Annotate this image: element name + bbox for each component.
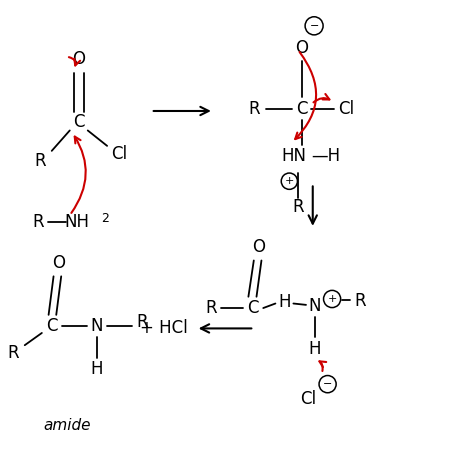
Text: R: R [8,344,19,362]
Text: R: R [292,198,304,217]
Text: +: + [285,176,294,186]
Text: C: C [73,113,85,131]
Text: H: H [90,360,103,378]
Text: N: N [309,297,321,315]
Text: +: + [328,294,337,304]
Text: O: O [52,254,65,272]
Text: R: R [136,313,148,331]
Text: + HCl: + HCl [140,319,188,337]
Text: HN: HN [281,147,306,165]
Text: C: C [46,317,58,335]
Text: 2: 2 [101,212,109,225]
Text: R: R [35,152,46,170]
Text: C: C [247,299,259,317]
Text: R: R [206,299,217,317]
Text: R: R [248,100,260,118]
Text: −: − [323,379,332,389]
Text: Cl: Cl [300,390,316,408]
Text: H: H [309,340,321,358]
Text: amide: amide [44,418,91,434]
Text: O: O [72,50,85,68]
Text: —H: —H [312,147,341,165]
Text: O: O [295,39,308,57]
Text: Cl: Cl [111,145,127,163]
Text: H: H [278,293,291,311]
Text: N: N [90,317,103,335]
Text: R: R [32,213,44,231]
Text: O: O [252,238,265,256]
Text: Cl: Cl [338,100,355,118]
Text: −: − [310,21,319,31]
Text: C: C [296,100,307,118]
Text: NH: NH [64,213,89,231]
Text: R: R [354,292,366,310]
